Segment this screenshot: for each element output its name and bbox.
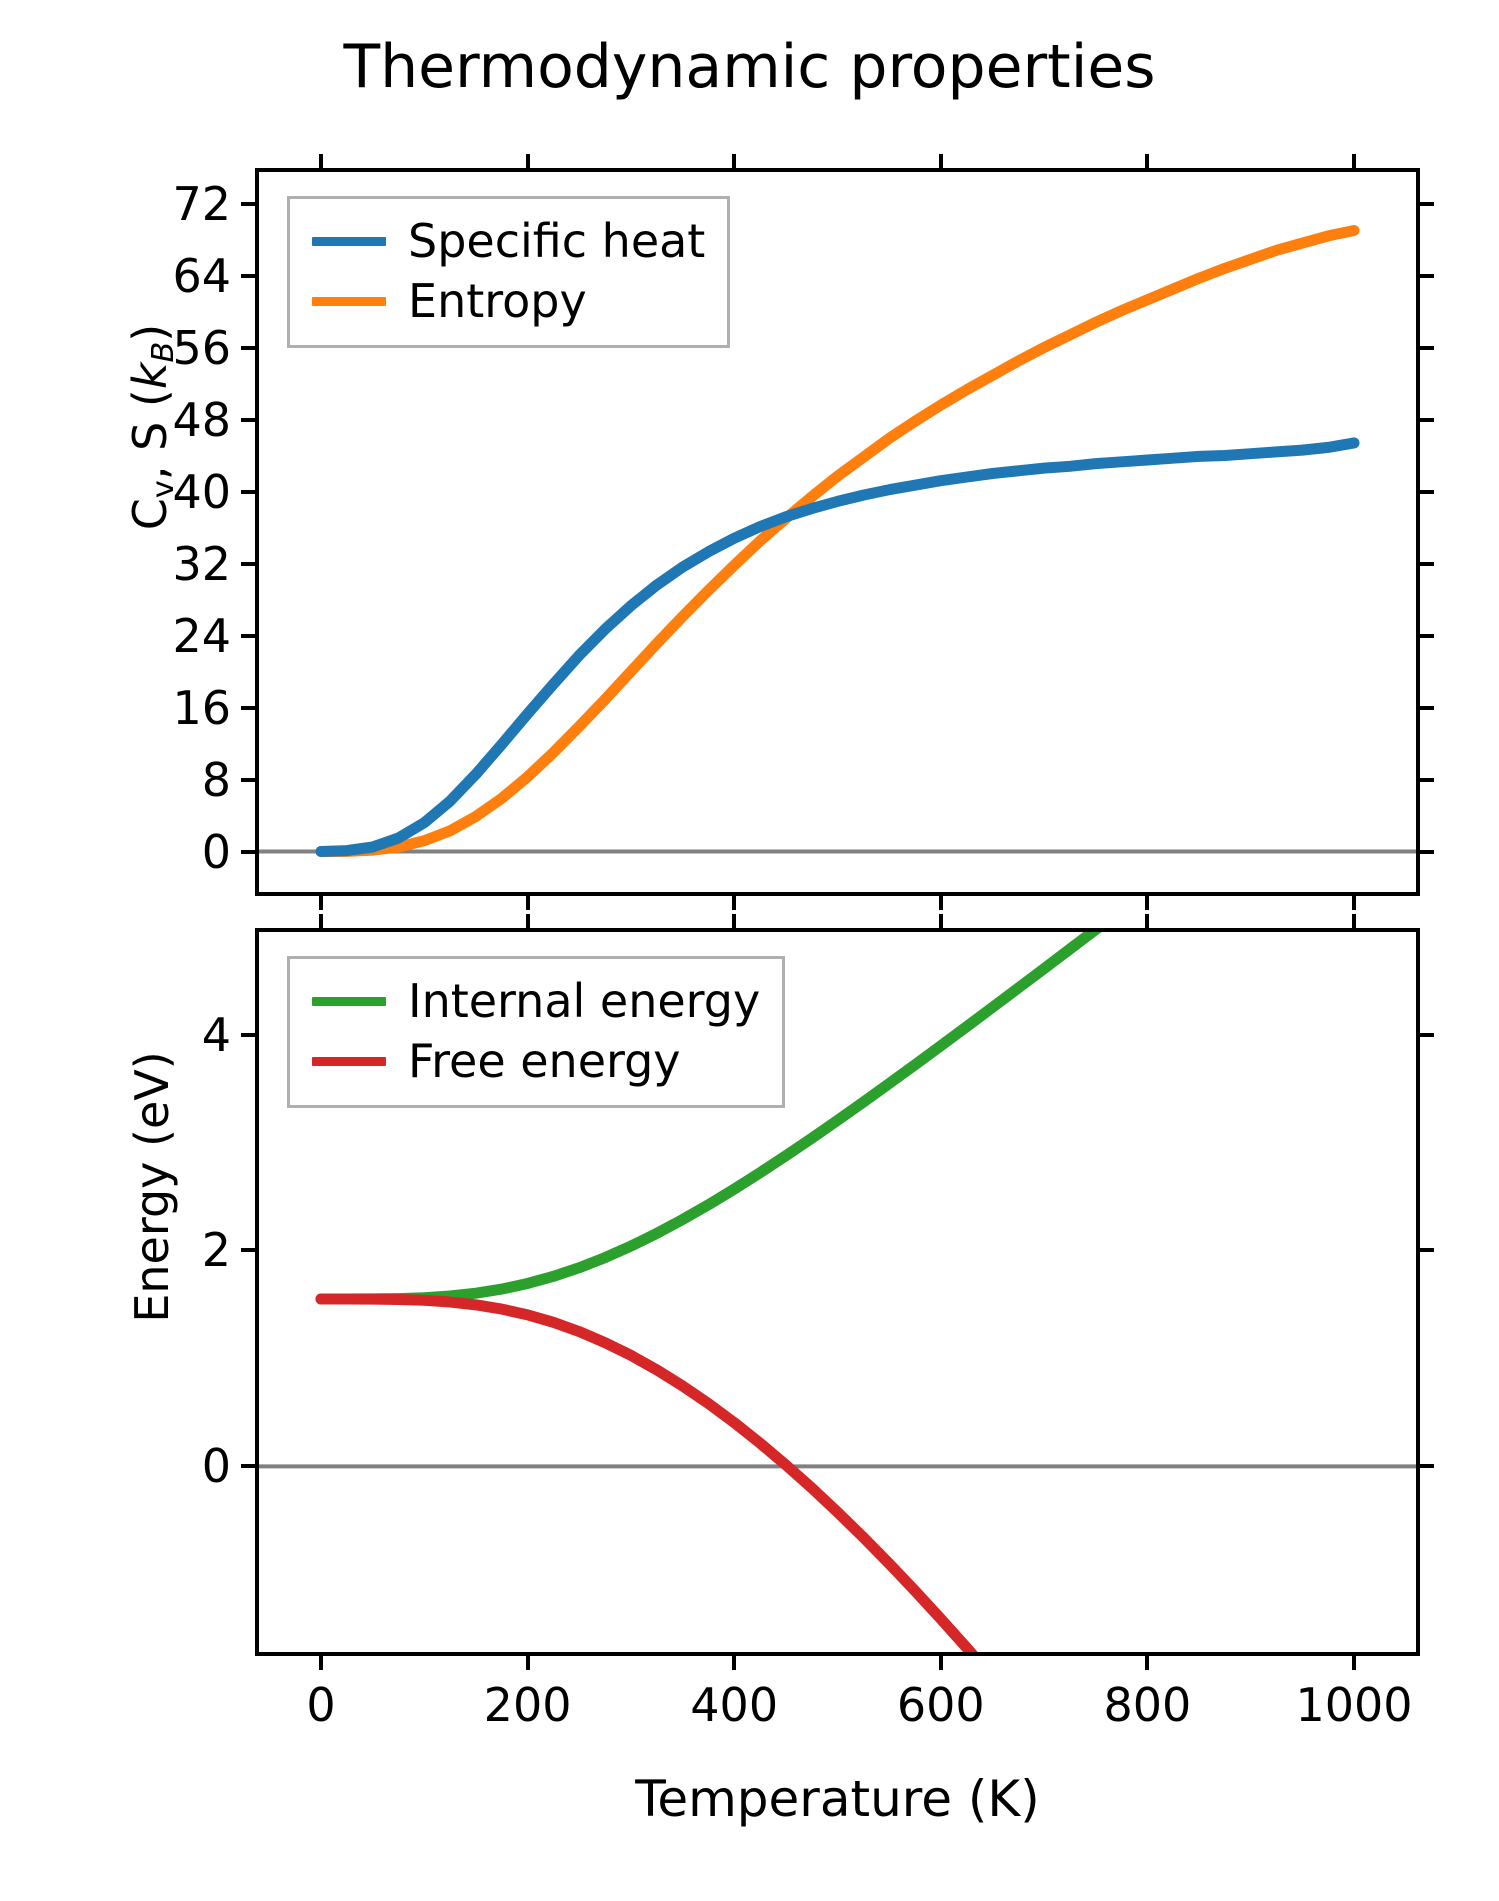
x-tick-mark-bottom: [319, 1652, 323, 1670]
y-tick-mark-left: [241, 274, 259, 278]
x-tick-mark-top: [939, 154, 943, 172]
series-line-free-energy: [321, 1299, 1354, 1652]
x-tick-mark-top: [526, 154, 530, 172]
x-tick-mark-top: [1145, 154, 1149, 172]
y-tick-mark-left: [241, 562, 259, 566]
x-tick-mark-bottom: [526, 1652, 530, 1670]
y-tick-mark-right: [1416, 490, 1434, 494]
legend-swatch-entropy: [312, 297, 386, 306]
ylabel-sub-v: v: [146, 480, 181, 498]
y-tick-mark-right: [1416, 562, 1434, 566]
x-tick-mark-bottom: [526, 892, 530, 910]
x-tick-label: 800: [1104, 1678, 1192, 1732]
legend-label-free-energy: Free energy: [408, 1034, 681, 1088]
y-tick-mark-right: [1416, 202, 1434, 206]
y-tick-label: 0: [202, 1439, 231, 1493]
figure-canvas: Thermodynamic properties 081624324048566…: [0, 0, 1499, 1901]
ylabel-c: C: [123, 498, 177, 530]
y-tick-label: 56: [172, 321, 231, 375]
x-tick-mark-bottom: [939, 892, 943, 910]
y-tick-mark-right: [1416, 1248, 1434, 1252]
y-axis-label-top: Cv, S (kB): [123, 217, 181, 847]
y-tick-mark-right: [1416, 418, 1434, 422]
legend-swatch-free-energy: [312, 1057, 386, 1066]
y-tick-mark-left: [241, 346, 259, 350]
y-tick-mark-right: [1416, 346, 1434, 350]
x-tick-mark-bottom: [1352, 1652, 1356, 1670]
axes-bottom-panel: 02402004006008001000 Energy (eV) Interna…: [255, 928, 1420, 1656]
y-tick-label: 2: [202, 1223, 231, 1277]
y-tick-mark-left: [241, 202, 259, 206]
ylabel-post: ): [123, 324, 177, 342]
x-tick-mark-bottom: [1352, 892, 1356, 910]
legend-item[interactable]: Entropy: [312, 271, 705, 331]
y-tick-label: 4: [202, 1008, 231, 1062]
x-tick-mark-bottom: [319, 892, 323, 910]
y-tick-mark-left: [241, 850, 259, 854]
y-tick-mark-left: [241, 1248, 259, 1252]
x-tick-mark-bottom: [1145, 892, 1149, 910]
x-tick-mark-top: [319, 914, 323, 932]
x-tick-mark-bottom: [1145, 1652, 1149, 1670]
x-tick-mark-top: [526, 914, 530, 932]
legend-top-panel: Specific heat Entropy: [287, 196, 730, 348]
y-tick-mark-left: [241, 706, 259, 710]
y-tick-label: 0: [202, 825, 231, 879]
y-tick-label: 64: [172, 249, 231, 303]
x-tick-label: 1000: [1295, 1678, 1412, 1732]
x-tick-mark-top: [732, 154, 736, 172]
y-tick-label: 72: [172, 177, 231, 231]
x-tick-mark-bottom: [732, 1652, 736, 1670]
y-tick-mark-left: [241, 634, 259, 638]
axes-top-panel: 081624324048566472 Cv, S (kB) Specific h…: [255, 168, 1420, 896]
y-axis-label-bottom: Energy (eV): [125, 977, 179, 1607]
y-tick-mark-left: [241, 418, 259, 422]
y-tick-mark-left: [241, 1464, 259, 1468]
x-tick-mark-top: [1352, 914, 1356, 932]
y-tick-label: 32: [172, 537, 231, 591]
x-tick-label: 400: [690, 1678, 778, 1732]
y-tick-mark-right: [1416, 850, 1434, 854]
y-tick-mark-left: [241, 1033, 259, 1037]
y-tick-mark-right: [1416, 634, 1434, 638]
y-tick-label: 16: [172, 681, 231, 735]
ylabel-k: k: [123, 363, 177, 390]
y-tick-label: 48: [172, 393, 231, 447]
ylabel-mid: , S (: [123, 389, 177, 480]
figure-title: Thermodynamic properties: [0, 32, 1499, 102]
legend-label-specific-heat: Specific heat: [408, 214, 705, 268]
y-tick-mark-right: [1416, 274, 1434, 278]
x-tick-mark-top: [319, 154, 323, 172]
x-tick-mark-top: [1352, 154, 1356, 172]
ylabel-sub-b: B: [146, 342, 181, 363]
legend-item[interactable]: Internal energy: [312, 971, 760, 1031]
x-axis-label: Temperature (K): [255, 1770, 1420, 1828]
legend-label-internal-energy: Internal energy: [408, 974, 760, 1028]
x-tick-label: 0: [306, 1678, 335, 1732]
legend-swatch-internal-energy: [312, 997, 386, 1006]
y-tick-mark-right: [1416, 1464, 1434, 1468]
y-tick-mark-right: [1416, 706, 1434, 710]
legend-bottom-panel: Internal energy Free energy: [287, 956, 785, 1108]
x-tick-mark-top: [732, 914, 736, 932]
x-tick-mark-top: [1145, 914, 1149, 932]
x-tick-label: 200: [484, 1678, 572, 1732]
x-tick-mark-bottom: [939, 1652, 943, 1670]
legend-item[interactable]: Specific heat: [312, 211, 705, 271]
series-line-specific-heat: [321, 443, 1354, 852]
y-tick-mark-right: [1416, 1033, 1434, 1037]
y-tick-mark-left: [241, 490, 259, 494]
legend-label-entropy: Entropy: [408, 274, 587, 328]
x-tick-mark-bottom: [732, 892, 736, 910]
y-tick-mark-left: [241, 778, 259, 782]
legend-item[interactable]: Free energy: [312, 1031, 760, 1091]
y-tick-label: 40: [172, 465, 231, 519]
y-tick-label: 24: [172, 609, 231, 663]
y-tick-mark-right: [1416, 778, 1434, 782]
x-tick-mark-top: [939, 914, 943, 932]
x-tick-label: 600: [897, 1678, 985, 1732]
legend-swatch-specific-heat: [312, 237, 386, 246]
y-tick-label: 8: [202, 753, 231, 807]
